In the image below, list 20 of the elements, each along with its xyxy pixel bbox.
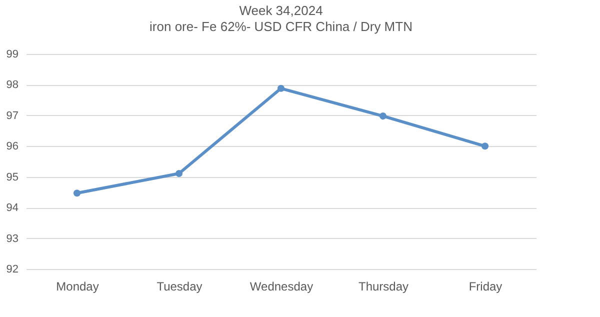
- chart-subtitle: iron ore- Fe 62%- USD CFR China / Dry MTN: [150, 19, 412, 34]
- y-tick-label: 99: [6, 48, 18, 60]
- y-tick-label: 96: [6, 140, 18, 153]
- x-tick-label: Wednesday: [250, 280, 314, 294]
- y-tick-label: 92: [6, 264, 18, 276]
- point: [175, 170, 183, 178]
- y-tick-label: 93: [6, 232, 18, 245]
- x-tick-label: Monday: [56, 280, 99, 294]
- x-tick-label: Thursday: [358, 280, 409, 294]
- chart-title: Week 34,2024: [239, 3, 323, 18]
- y-tick-label: 94: [6, 202, 18, 214]
- y-tick-label: 95: [6, 171, 18, 184]
- x-tick-label: Tuesday: [156, 280, 202, 294]
- point: [481, 142, 489, 150]
- point: [277, 84, 285, 92]
- point: [73, 190, 81, 197]
- point: [379, 112, 387, 120]
- y-tick-label: 97: [6, 110, 18, 122]
- y-tick-label: 98: [6, 79, 18, 92]
- x-tick-label: Friday: [468, 280, 502, 294]
